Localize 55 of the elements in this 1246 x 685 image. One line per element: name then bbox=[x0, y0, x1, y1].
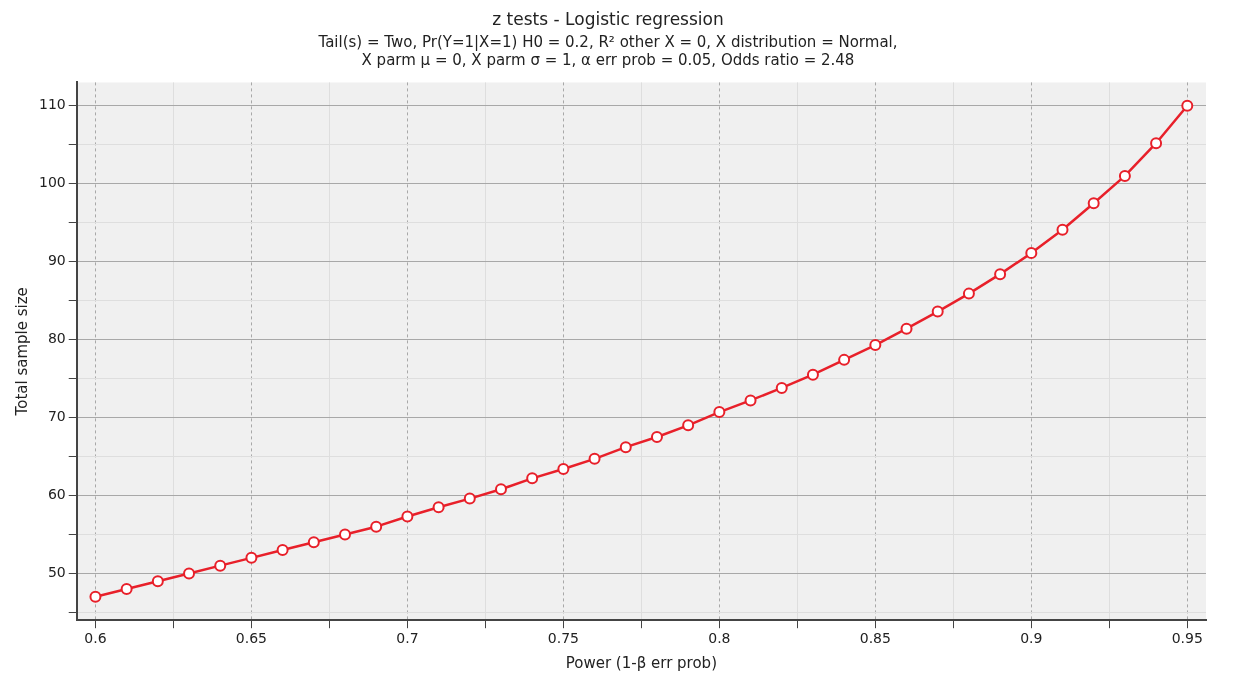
point bbox=[557, 462, 570, 475]
y-tick-label: 70 bbox=[47, 408, 66, 425]
point bbox=[994, 268, 1007, 281]
point bbox=[775, 381, 788, 394]
point bbox=[962, 287, 975, 300]
point bbox=[370, 520, 383, 533]
point bbox=[713, 406, 726, 419]
point bbox=[89, 590, 102, 603]
point bbox=[432, 501, 445, 514]
point bbox=[1181, 99, 1194, 112]
x-tick-label: 0.8 bbox=[708, 630, 731, 647]
point bbox=[276, 544, 289, 557]
point bbox=[588, 452, 601, 465]
y-tick-label: 60 bbox=[47, 486, 66, 503]
point bbox=[1025, 247, 1038, 260]
point bbox=[682, 419, 695, 432]
point bbox=[1150, 137, 1163, 150]
point bbox=[806, 368, 819, 381]
point bbox=[838, 353, 851, 366]
point bbox=[339, 528, 351, 541]
x-tick-label: 0.7 bbox=[396, 630, 419, 647]
y-tick-label: 50 bbox=[47, 564, 66, 581]
point bbox=[619, 441, 632, 454]
x-tick-label: 0.65 bbox=[235, 630, 267, 647]
x-tick-label: 0.95 bbox=[1171, 630, 1203, 647]
x-tick-label: 0.75 bbox=[547, 630, 579, 647]
point bbox=[494, 483, 507, 496]
y-tick-label: 90 bbox=[47, 252, 66, 269]
point bbox=[401, 510, 414, 523]
point bbox=[183, 567, 196, 580]
point bbox=[151, 575, 164, 588]
point bbox=[744, 394, 757, 407]
x-tick-label: 0.6 bbox=[84, 630, 107, 647]
point bbox=[931, 305, 944, 318]
y-tick-label: 110 bbox=[38, 96, 66, 113]
point bbox=[1087, 197, 1100, 210]
point bbox=[120, 583, 133, 596]
x-tick-label: 0.85 bbox=[859, 630, 891, 647]
y-tick-label: 100 bbox=[38, 174, 66, 191]
point bbox=[869, 339, 882, 352]
point bbox=[245, 551, 258, 564]
point bbox=[650, 431, 663, 444]
chart-subtitle: Tail(s) = Two, Pr(Y=1|X=1) H0 = 0.2, R² other X = 0, X distribution = Normal, X parm μ = 0, X parm σ = 1, α err prob = 0.05, Odds ratio = 2.48 bbox=[317, 33, 898, 70]
x-axis-title: Power (1-β err prob) bbox=[565, 653, 717, 672]
point bbox=[307, 536, 320, 549]
point bbox=[900, 322, 913, 335]
point bbox=[1056, 223, 1069, 236]
point bbox=[463, 492, 476, 505]
point bbox=[526, 472, 539, 485]
point bbox=[214, 559, 227, 572]
chart-title: z tests - Logistic regression bbox=[492, 8, 724, 29]
point bbox=[1118, 169, 1131, 182]
y-axis-title: Total sample size bbox=[12, 287, 31, 417]
y-tick-label: 80 bbox=[47, 330, 66, 347]
x-tick-label: 0.9 bbox=[1020, 630, 1043, 647]
